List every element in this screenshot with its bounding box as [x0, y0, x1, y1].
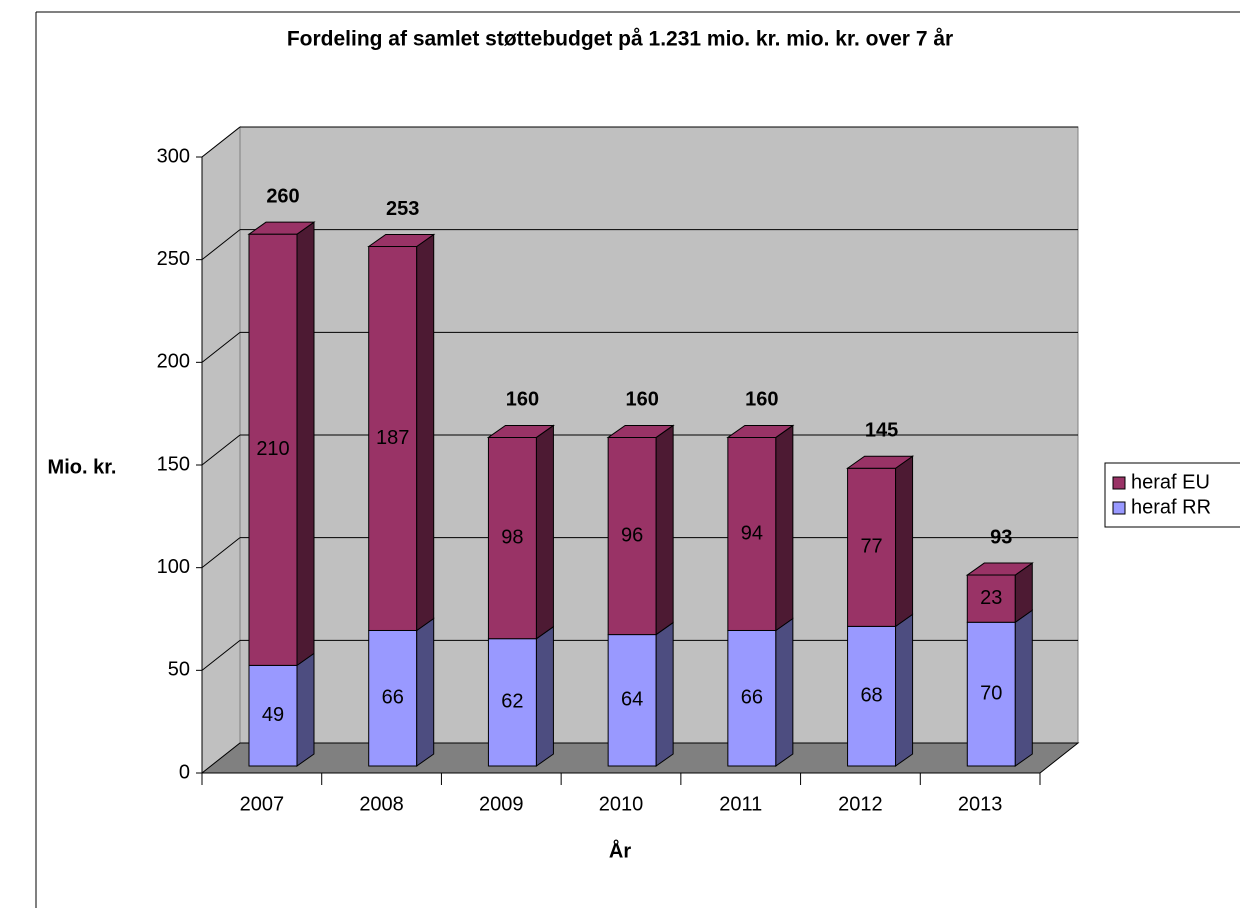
value-label: 210 [256, 438, 289, 460]
legend-box [1104, 462, 1240, 528]
chart-title: Fordeling af samlet støttebudget på 1.23… [287, 28, 953, 51]
y-tick-label: 300 [157, 145, 190, 167]
x-tick-label: 2007 [240, 793, 285, 815]
grid-line [201, 126, 241, 158]
value-label: 23 [980, 587, 1002, 609]
bar-side [535, 625, 554, 767]
x-axis-label: År [609, 838, 631, 862]
grid-line [201, 229, 241, 261]
bar-top [965, 562, 1034, 576]
value-label: 77 [860, 536, 882, 558]
bar-side [775, 617, 794, 767]
grid-line [201, 331, 241, 363]
x-tick-label: 2012 [838, 793, 883, 815]
value-label: 98 [501, 526, 523, 548]
bar-side [895, 613, 914, 767]
bar-segment [607, 436, 657, 636]
value-label: 68 [860, 684, 882, 706]
legend-swatch [1112, 476, 1126, 490]
value-label: 66 [382, 687, 404, 709]
bar-top [606, 424, 675, 438]
y-tick-label: 150 [157, 453, 190, 475]
x-tick-label: 2009 [479, 793, 524, 815]
total-label: 160 [506, 389, 539, 411]
bar-side [1014, 609, 1033, 767]
y-tick-label: 50 [168, 659, 190, 681]
total-label: 160 [745, 389, 778, 411]
bar-top [367, 234, 436, 248]
bar-side [535, 424, 554, 640]
x-tick-label: 2010 [599, 793, 644, 815]
bar-segment [727, 629, 777, 767]
bar-top [486, 424, 556, 438]
legend-swatch [1112, 501, 1126, 515]
bar-side [655, 621, 674, 767]
y-tick-label: 200 [157, 351, 190, 373]
value-label: 94 [741, 522, 763, 544]
bar-side [416, 233, 435, 632]
total-label: 93 [990, 526, 1012, 548]
bar-segment [966, 574, 1016, 623]
bar-segment [966, 621, 1016, 767]
bar-side [895, 455, 914, 628]
bar-top [845, 455, 915, 469]
bar-side [655, 424, 674, 636]
y-tick-label: 100 [157, 556, 190, 578]
value-label: 64 [621, 689, 643, 711]
bar-top [247, 221, 316, 235]
bar-segment [727, 436, 777, 631]
value-label: 96 [621, 524, 643, 546]
bar-segment [847, 625, 897, 767]
grid-line [201, 639, 241, 671]
total-label: 260 [266, 185, 299, 207]
bar-segment [368, 629, 418, 767]
value-label: 62 [501, 691, 523, 713]
bar-segment [487, 436, 537, 640]
y-tick-label: 250 [157, 248, 190, 270]
y-tick-label: 0 [179, 761, 190, 783]
grid-line [201, 537, 241, 569]
bar-segment [248, 664, 298, 767]
bar-segment [487, 638, 537, 767]
bar-side [775, 424, 794, 632]
bar-side [296, 221, 315, 667]
value-label: 66 [741, 687, 763, 709]
bar-segment [847, 467, 897, 627]
grid-line [201, 434, 241, 466]
value-label: 70 [980, 682, 1002, 704]
legend-label: heraf RR [1131, 496, 1211, 518]
x-tick-label: 2008 [359, 793, 404, 815]
x-tick-label: 2011 [719, 793, 762, 815]
total-label: 160 [625, 389, 658, 411]
bar-segment [368, 246, 418, 631]
bar-side [416, 617, 435, 767]
value-label: 49 [262, 704, 284, 726]
total-label: 145 [865, 420, 898, 442]
bar-side [296, 652, 315, 767]
total-label: 253 [386, 198, 419, 220]
x-tick-label: 2013 [958, 793, 1003, 815]
bar-top [726, 424, 795, 438]
value-label: 187 [376, 427, 409, 449]
y-axis-label: Mio. kr. [48, 456, 117, 478]
legend-label: heraf EU [1131, 471, 1210, 493]
